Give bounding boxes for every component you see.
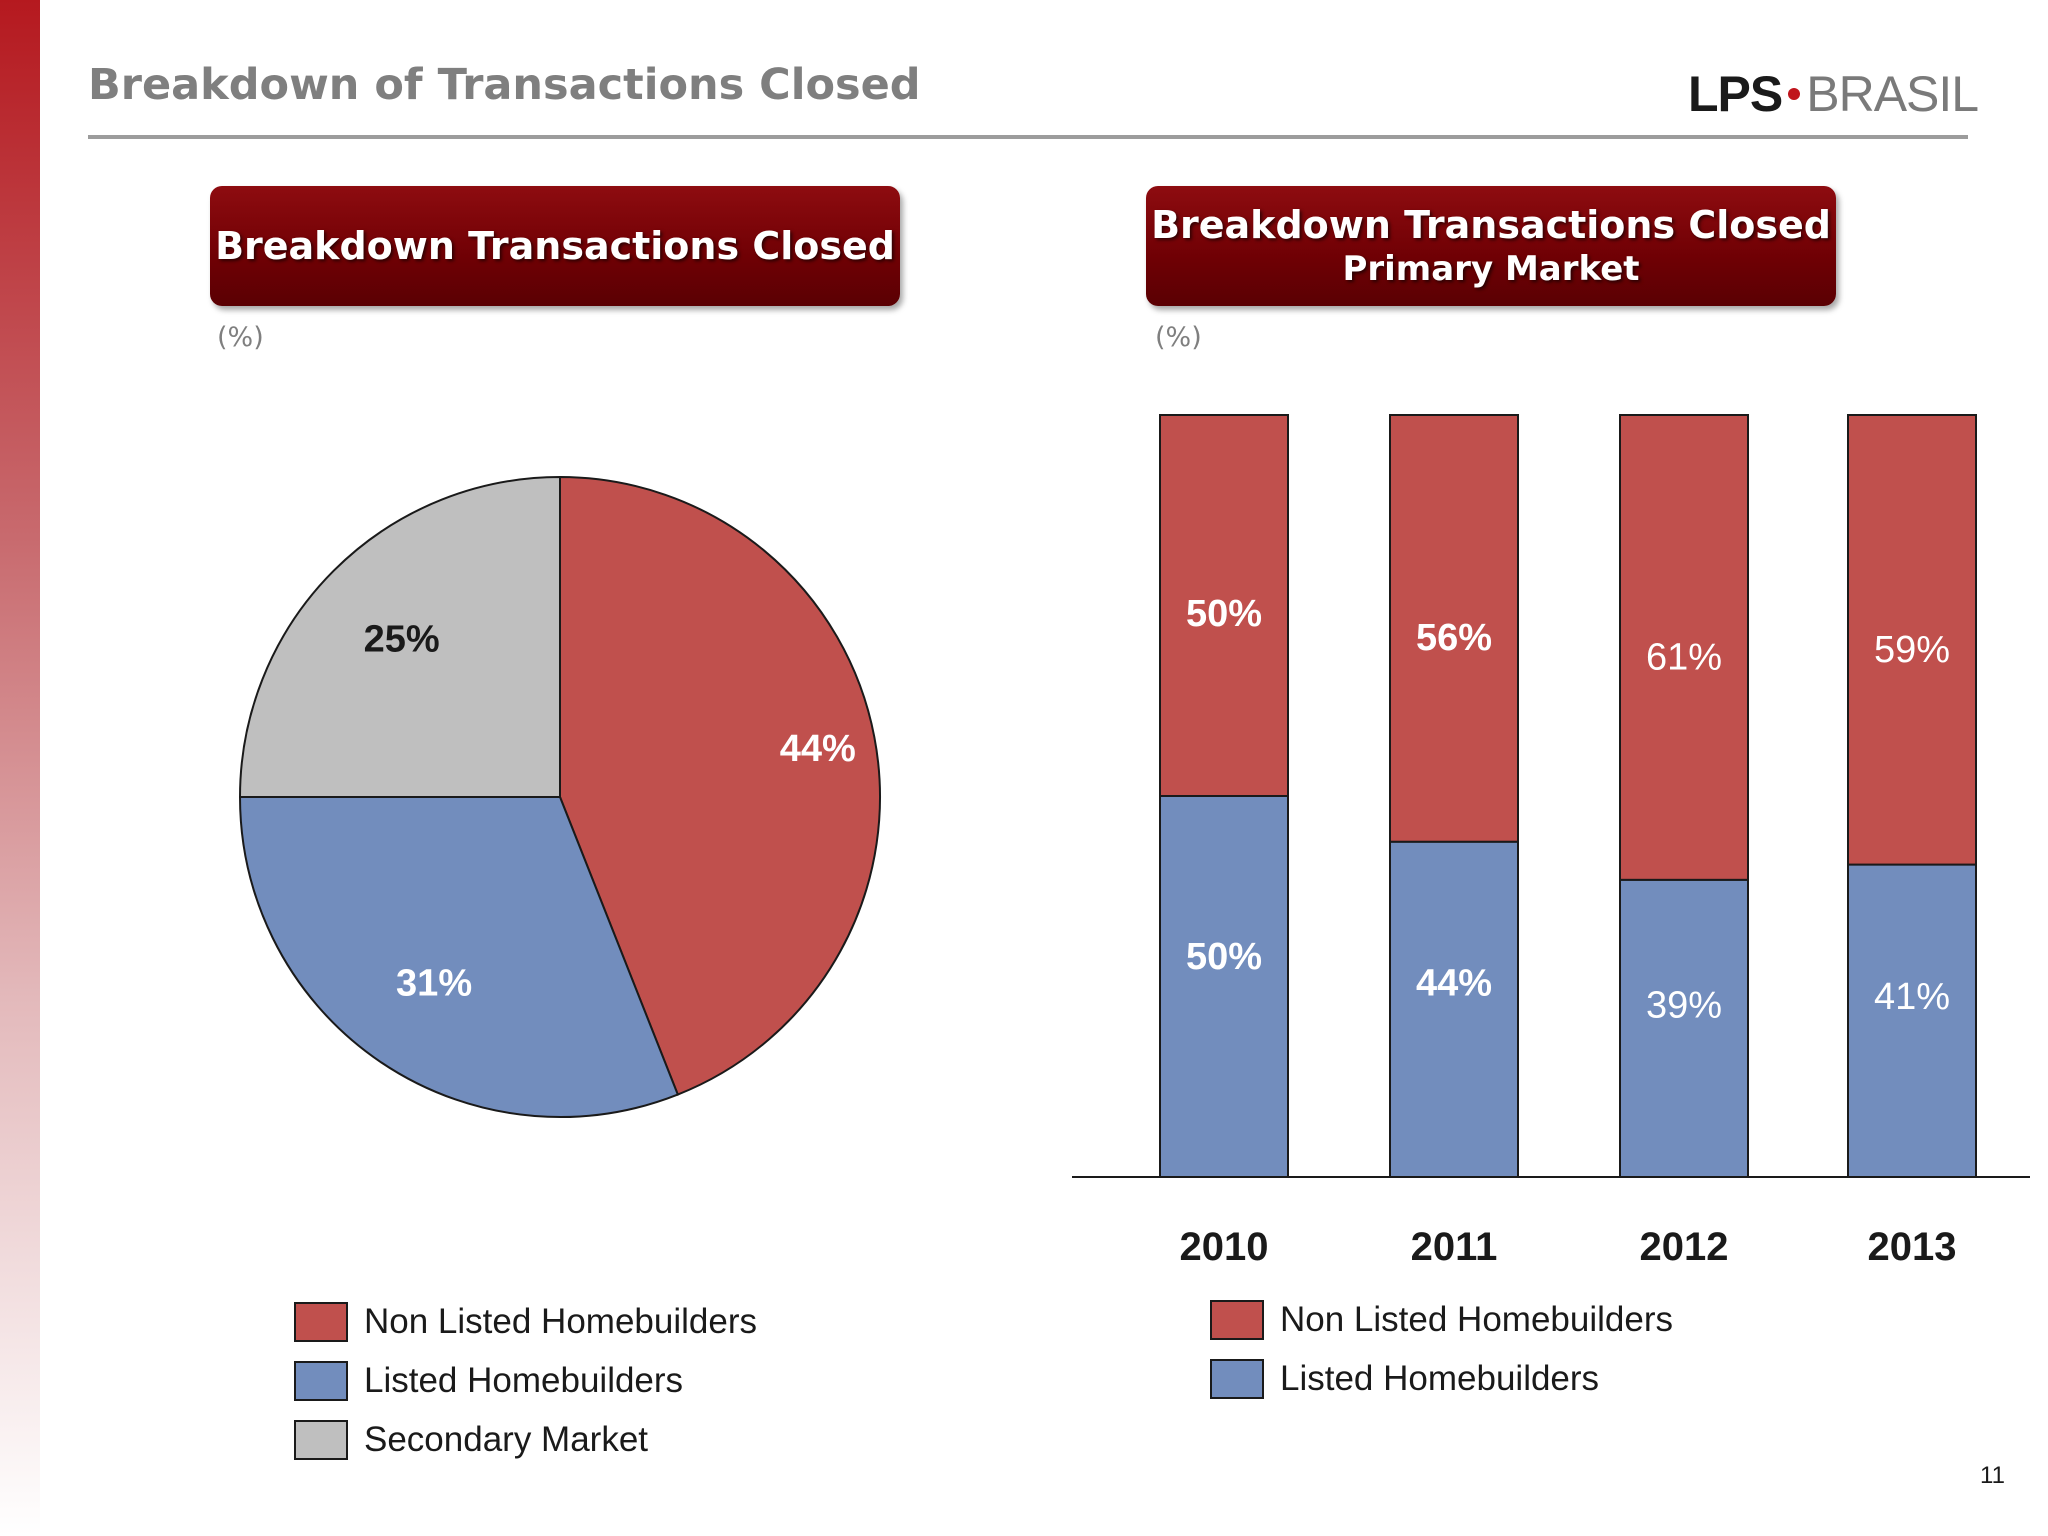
x-tick-label: 2010 (1180, 1225, 1269, 1269)
x-tick-label: 2013 (1868, 1225, 1957, 1269)
page-number: 11 (1980, 1462, 2005, 1489)
stacked-bar-chart: 50% 50% 2010 44% 56% 2011 39% 61% 2012 41% 59% 2013 (1072, 414, 2030, 1269)
bar-chart-header-line1: Breakdown Transactions Closed (1151, 203, 1831, 247)
bar-unit-label: (%) (1155, 322, 1202, 353)
bar-segment (1389, 840, 1519, 1178)
legend-label: Listed Homebuilders (1280, 1359, 1600, 1398)
bar-segment (1159, 795, 1289, 1178)
logo-text-lps: LPS (1688, 66, 1783, 122)
legend-swatch-non-listed (294, 1302, 348, 1342)
pie-slice (238, 796, 680, 1118)
bar-segment (1619, 414, 1749, 881)
pie-slice-label: 25% (364, 619, 440, 661)
bar-data-label: 41% (1874, 976, 1950, 1018)
x-tick-label: 2011 (1411, 1225, 1498, 1269)
legend-label: Secondary Market (364, 1420, 649, 1459)
x-tick-label: 2012 (1640, 1225, 1729, 1269)
pie-slice (559, 475, 882, 1096)
legend-swatch-listed (1210, 1359, 1264, 1399)
bar-chart-header-line2: Primary Market (1342, 249, 1640, 289)
bar-data-label: 39% (1646, 985, 1722, 1027)
bar-segment (1619, 878, 1749, 1178)
legend-swatch-secondary (294, 1420, 348, 1460)
bar-data-label: 50% (1186, 593, 1262, 635)
legend-swatch-non-listed (1210, 1300, 1264, 1340)
bar-chart-header: Breakdown Transactions Closed Primary Ma… (1146, 186, 1836, 306)
legend-label: Non Listed Homebuilders (364, 1302, 757, 1341)
pie-chart: 44% 31% 25% (238, 475, 882, 1118)
pie-slice (238, 475, 561, 798)
bar-segment (1847, 414, 1977, 866)
bar-segment (1159, 414, 1289, 797)
pie-slice-label: 44% (780, 728, 856, 770)
side-accent-bar (0, 0, 40, 1536)
pie-unit-label: (%) (217, 322, 264, 353)
bar-data-label: 44% (1416, 963, 1492, 1005)
pie-chart-header: Breakdown Transactions Closed (210, 186, 900, 306)
bar-data-label: 59% (1874, 629, 1950, 671)
company-logo: LPS BRASIL (1688, 64, 1979, 124)
title-divider (88, 135, 1968, 139)
bar-segment (1389, 414, 1519, 843)
bar-segment (1847, 863, 1977, 1179)
pie-chart-header-text: Breakdown Transactions Closed (215, 224, 895, 268)
legend-label: Listed Homebuilders (364, 1361, 684, 1400)
slide-title: Breakdown of Transactions Closed (88, 60, 921, 110)
logo-dot-icon (1788, 87, 1801, 100)
bar-data-label: 61% (1646, 637, 1722, 679)
logo-text-brasil: BRASIL (1806, 66, 1979, 122)
legend-label: Non Listed Homebuilders (1280, 1300, 1673, 1339)
bar-data-label: 50% (1186, 936, 1262, 978)
pie-slice-label: 31% (396, 962, 472, 1004)
legend-swatch-listed (294, 1361, 348, 1401)
bar-data-label: 56% (1416, 617, 1492, 659)
